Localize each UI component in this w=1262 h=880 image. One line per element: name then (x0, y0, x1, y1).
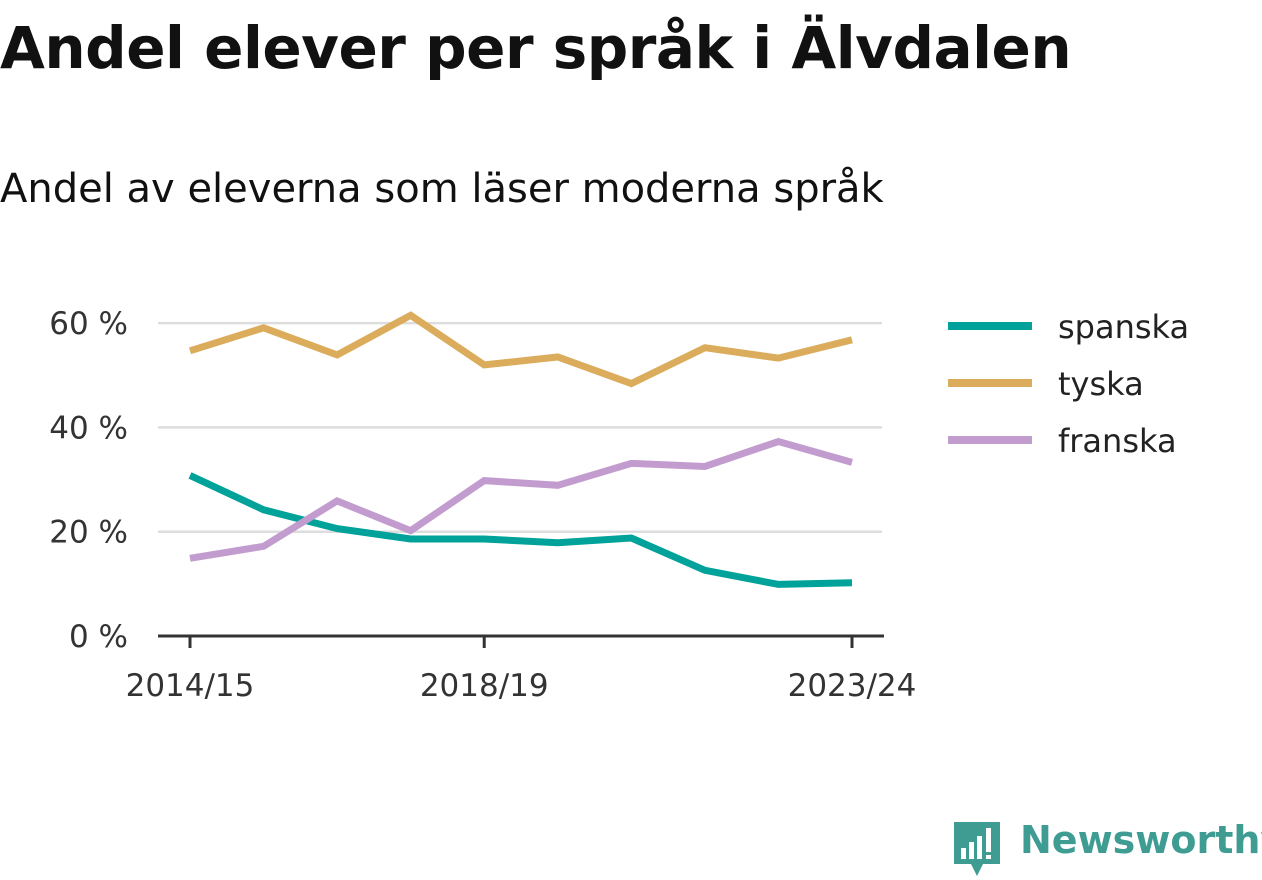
legend-label-spanska: spanska (1058, 308, 1189, 346)
y-tick-label: 20 % (49, 515, 128, 551)
axis-layer: 0 % 20 % 40 % 60 % 2014/15 2018/19 2023/24 (49, 306, 916, 704)
series-line-tyska (188, 311, 853, 388)
series-line-franska (189, 437, 853, 562)
y-tick-label: 0 % (69, 619, 128, 655)
x-tick-label: 2023/24 (788, 668, 917, 704)
newsworthy-brand[interactable]: Newsworthy (952, 818, 1262, 880)
series-line-spanska (188, 472, 853, 588)
chart-subtitle: Andel av eleverna som läser moderna språ… (0, 166, 884, 212)
series-layer (188, 311, 853, 588)
y-tick-label: 40 % (49, 410, 128, 446)
legend-label-tyska: tyska (1058, 365, 1144, 403)
grid-layer (158, 321, 882, 533)
x-tick-label: 2018/19 (420, 668, 549, 704)
newsworthy-logo-icon (954, 822, 1000, 876)
legend: spanska tyska franska (948, 308, 1189, 460)
y-tick-label: 60 % (49, 306, 128, 342)
legend-label-franska: franska (1058, 422, 1177, 460)
chart-title: Andel elever per språk i Älvdalen (0, 14, 1072, 82)
brand-name: Newsworthy (1020, 818, 1262, 862)
x-tick-label: 2014/15 (126, 668, 255, 704)
